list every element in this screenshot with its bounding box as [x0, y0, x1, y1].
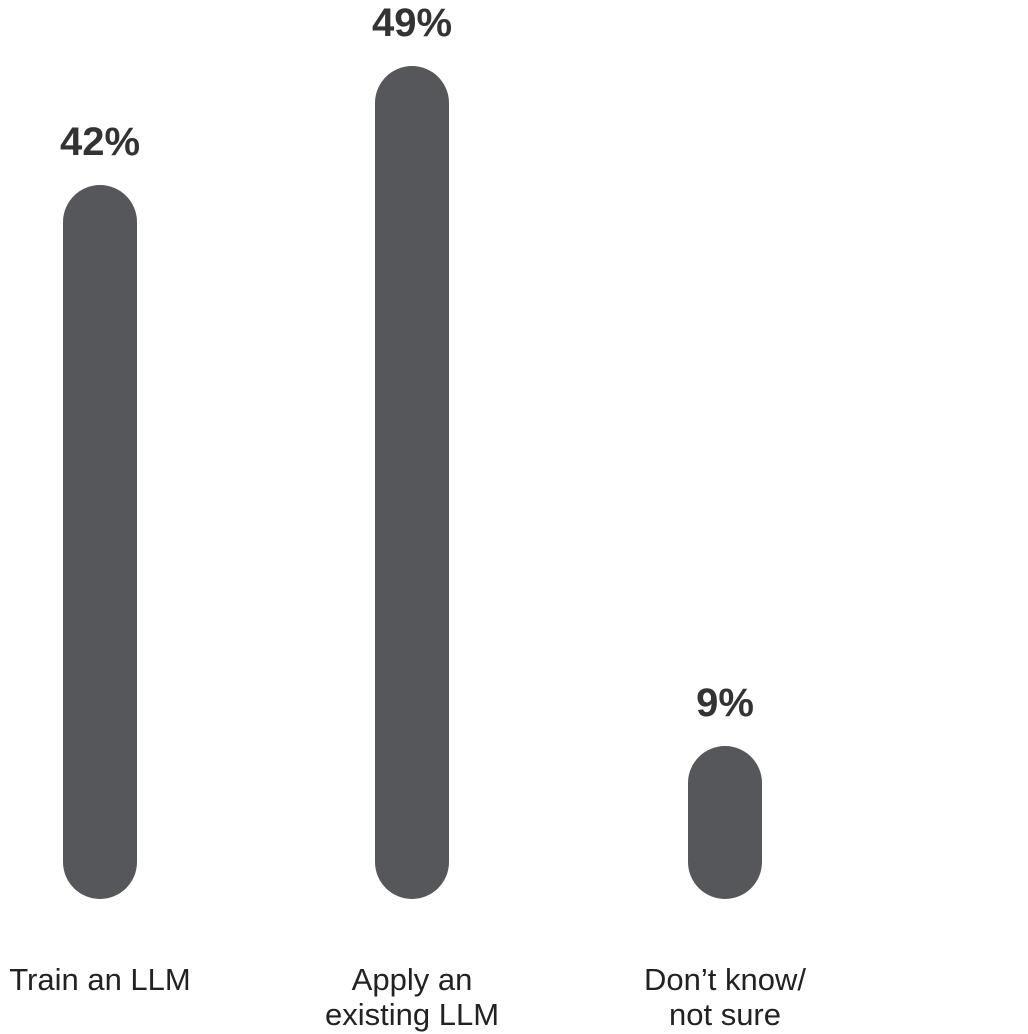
category-label-line: Don’t know/ — [644, 962, 806, 997]
category-label-1: Train an LLM — [9, 962, 191, 997]
category-label-line: Train an LLM — [9, 962, 191, 997]
bars-group — [63, 66, 762, 899]
category-label-line: existing LLM — [325, 997, 499, 1032]
value-label-2: 49% — [372, 1, 452, 45]
category-label-line: Apply an — [352, 962, 473, 997]
bar-3 — [688, 746, 762, 899]
category-label-3: Don’t know/not sure — [644, 962, 806, 1032]
value-label-1: 42% — [60, 120, 140, 164]
category-labels-group: Train an LLM Apply an existing LLM Don’t kn… — [9, 962, 806, 1032]
category-label-2: Apply an existing LLM — [325, 962, 499, 1032]
bar-1 — [63, 185, 137, 899]
category-label-line: not sure — [669, 997, 781, 1032]
value-labels-group: 42% 49% 9% — [60, 1, 754, 725]
bar-2 — [375, 66, 449, 899]
value-label-3: 9% — [696, 681, 754, 725]
